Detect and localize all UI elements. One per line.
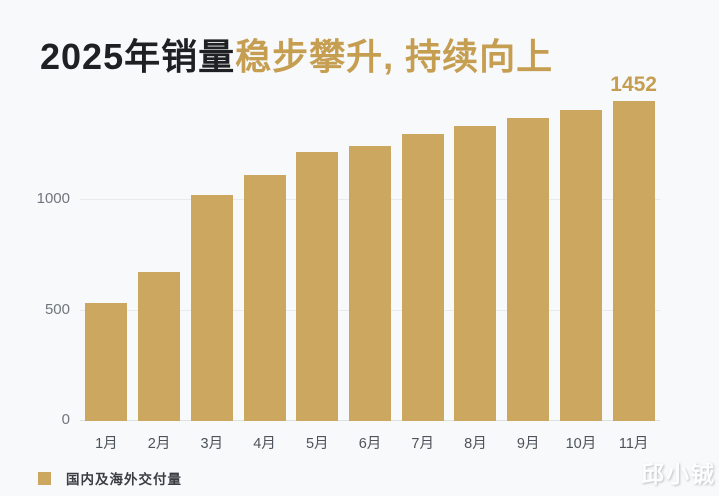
x-axis-label-7月: 7月 [411,436,434,452]
x-axis-label-6月: 6月 [358,436,382,452]
legend-swatch [38,471,51,485]
bar-value-label: 1452 [610,72,657,96]
bar-5月 [296,151,339,421]
bar-4月 [243,175,286,421]
bar-8月 [454,126,497,421]
bar-column-11月: 11月 1452 [607,73,660,452]
x-axis-label-2月: 2月 [147,436,171,452]
bar-column-4月: 4月 [238,100,291,452]
title-highlight: 稳步攀升, 持续向上 [235,36,554,78]
x-axis-label-3月: 3月 [200,436,224,452]
bar-column-10月: 10月 [555,100,608,452]
bar-7月 [401,134,444,421]
x-axis-label-8月: 8月 [464,436,487,452]
bar-column-6月: 6月 [344,100,397,452]
y-axis-tick-label-1000: 1000 [36,190,70,208]
y-axis-tick-label-500: 500 [44,300,70,318]
bar-column-8月: 8月 [449,100,502,452]
y-axis-tick-label-0: 0 [61,411,70,428]
bar-9月 [507,117,550,421]
bar-6月 [348,146,391,421]
bar-1月 [85,302,128,421]
x-axis-label-1月: 1月 [95,436,118,452]
x-axis-label-11月: 11月 [618,436,649,452]
bar-chart-plot-area: 0 500 1000 1月 2月 3月 4月 5月 6月 7月 8月 9月 10月 11月 1452 [37,73,660,452]
legend: 国内及海外交付量 [38,468,182,488]
bar-column-7月: 7月 [396,100,449,452]
bar-column-2月: 2月 [133,100,186,452]
bar-2月 [138,272,181,421]
legend-label: 国内及海外交付量 [66,472,182,487]
page-title: 2025年销量稳步攀升, 持续向上 [40,28,553,80]
x-axis-label-4月: 4月 [253,436,276,452]
bar-column-9月: 9月 [502,100,555,452]
bar-column-5月: 5月 [291,100,344,452]
bar-10月 [559,109,602,421]
bar-11月 [612,100,655,421]
x-axis-label-10月: 10月 [565,436,597,452]
watermark: 邱小铖 [641,461,716,487]
x-axis-label-9月: 9月 [516,436,540,452]
x-axis-label-5月: 5月 [305,436,329,452]
bar-3月 [190,194,233,421]
bar-column-3月: 3月 [185,100,238,452]
bar-column-1月: 1月 [80,100,133,452]
title-prefix: 2025年销量 [40,36,236,78]
